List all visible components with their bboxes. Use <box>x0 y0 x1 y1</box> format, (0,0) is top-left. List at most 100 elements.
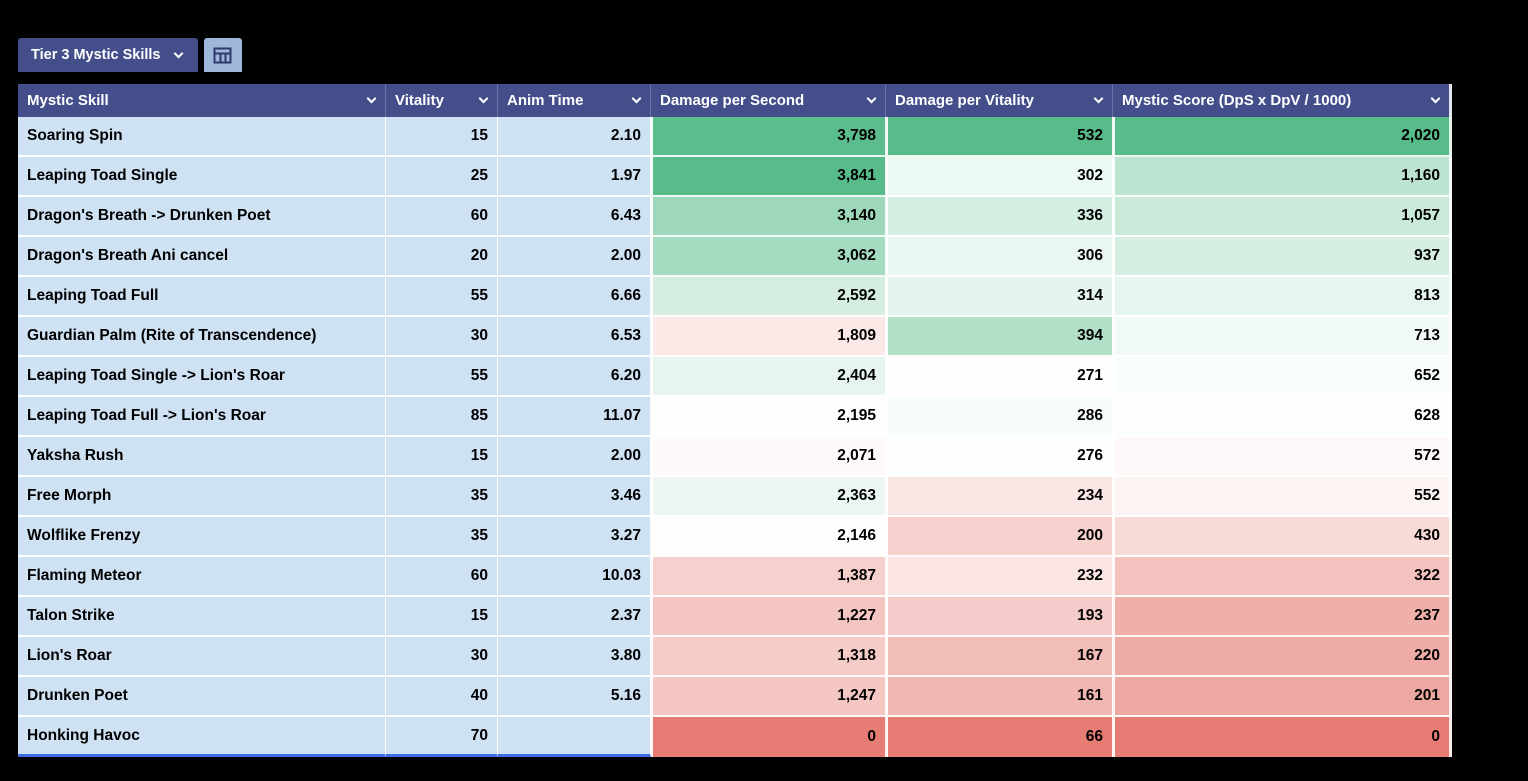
cell-mystic-skill[interactable]: Guardian Palm (Rite of Transcendence) <box>18 317 386 357</box>
cell-mystic-score-dps-x-dpv-1000[interactable]: 1,160 <box>1113 157 1452 197</box>
cell-damage-per-second[interactable]: 2,071 <box>651 437 886 477</box>
cell-mystic-skill[interactable]: Soaring Spin <box>18 117 386 157</box>
cell-mystic-skill[interactable]: Flaming Meteor <box>18 557 386 597</box>
cell-damage-per-second[interactable]: 2,592 <box>651 277 886 317</box>
cell-mystic-skill[interactable]: Free Morph <box>18 477 386 517</box>
cell-damage-per-second[interactable]: 2,195 <box>651 397 886 437</box>
cell-damage-per-second[interactable]: 1,318 <box>651 637 886 677</box>
cell-anim-time[interactable]: 2.37 <box>498 597 651 637</box>
cell-mystic-skill[interactable]: Honking Havoc <box>18 717 386 757</box>
cell-damage-per-vitality[interactable]: 66 <box>886 717 1113 757</box>
cell-mystic-score-dps-x-dpv-1000[interactable]: 713 <box>1113 317 1452 357</box>
cell-mystic-skill[interactable]: Leaping Toad Full -> Lion's Roar <box>18 397 386 437</box>
cell-vitality[interactable]: 15 <box>386 597 498 637</box>
cell-anim-time[interactable]: 10.03 <box>498 557 651 597</box>
cell-anim-time[interactable]: 2.10 <box>498 117 651 157</box>
cell-damage-per-second[interactable]: 1,227 <box>651 597 886 637</box>
cell-damage-per-second[interactable]: 2,404 <box>651 357 886 397</box>
cell-damage-per-second[interactable]: 2,146 <box>651 517 886 557</box>
table-grid-icon-button[interactable] <box>203 38 242 72</box>
cell-mystic-score-dps-x-dpv-1000[interactable]: 2,020 <box>1113 117 1452 157</box>
cell-damage-per-second[interactable]: 3,140 <box>651 197 886 237</box>
cell-vitality[interactable]: 55 <box>386 277 498 317</box>
cell-damage-per-second[interactable]: 3,841 <box>651 157 886 197</box>
cell-vitality[interactable]: 55 <box>386 357 498 397</box>
cell-vitality[interactable]: 30 <box>386 637 498 677</box>
cell-mystic-score-dps-x-dpv-1000[interactable]: 430 <box>1113 517 1452 557</box>
cell-anim-time[interactable]: 2.00 <box>498 237 651 277</box>
cell-anim-time[interactable]: 3.46 <box>498 477 651 517</box>
cell-mystic-score-dps-x-dpv-1000[interactable]: 220 <box>1113 637 1452 677</box>
cell-anim-time[interactable]: 6.53 <box>498 317 651 357</box>
cell-damage-per-vitality[interactable]: 286 <box>886 397 1113 437</box>
column-header-vitality[interactable]: Vitality <box>386 84 498 117</box>
cell-damage-per-second[interactable]: 1,247 <box>651 677 886 717</box>
cell-damage-per-vitality[interactable]: 314 <box>886 277 1113 317</box>
cell-mystic-skill[interactable]: Lion's Roar <box>18 637 386 677</box>
column-header-damage-per-second[interactable]: Damage per Second <box>651 84 886 117</box>
cell-anim-time[interactable]: 6.20 <box>498 357 651 397</box>
sheet-tab-tier-3-mystic-skills[interactable]: Tier 3 Mystic Skills <box>18 38 198 72</box>
cell-damage-per-vitality[interactable]: 276 <box>886 437 1113 477</box>
cell-damage-per-vitality[interactable]: 167 <box>886 637 1113 677</box>
cell-mystic-skill[interactable]: Talon Strike <box>18 597 386 637</box>
cell-damage-per-second[interactable]: 1,387 <box>651 557 886 597</box>
cell-vitality[interactable]: 25 <box>386 157 498 197</box>
cell-damage-per-vitality[interactable]: 161 <box>886 677 1113 717</box>
cell-vitality[interactable]: 35 <box>386 517 498 557</box>
cell-mystic-skill[interactable]: Wolflike Frenzy <box>18 517 386 557</box>
cell-damage-per-vitality[interactable]: 271 <box>886 357 1113 397</box>
cell-vitality[interactable]: 15 <box>386 117 498 157</box>
cell-mystic-score-dps-x-dpv-1000[interactable]: 201 <box>1113 677 1452 717</box>
cell-damage-per-second[interactable]: 3,062 <box>651 237 886 277</box>
cell-damage-per-vitality[interactable]: 532 <box>886 117 1113 157</box>
cell-mystic-score-dps-x-dpv-1000[interactable]: 572 <box>1113 437 1452 477</box>
cell-damage-per-vitality[interactable]: 200 <box>886 517 1113 557</box>
cell-mystic-skill[interactable]: Dragon's Breath -> Drunken Poet <box>18 197 386 237</box>
column-header-anim-time[interactable]: Anim Time <box>498 84 651 117</box>
cell-vitality[interactable]: 60 <box>386 197 498 237</box>
cell-mystic-score-dps-x-dpv-1000[interactable]: 1,057 <box>1113 197 1452 237</box>
cell-vitality[interactable]: 85 <box>386 397 498 437</box>
cell-mystic-score-dps-x-dpv-1000[interactable]: 0 <box>1113 717 1452 757</box>
cell-vitality[interactable]: 15 <box>386 437 498 477</box>
column-header-mystic-score-dps-x-dpv-1000[interactable]: Mystic Score (DpS x DpV / 1000) <box>1113 84 1452 117</box>
cell-vitality[interactable]: 60 <box>386 557 498 597</box>
cell-damage-per-vitality[interactable]: 336 <box>886 197 1113 237</box>
cell-anim-time[interactable]: 6.66 <box>498 277 651 317</box>
cell-damage-per-vitality[interactable]: 193 <box>886 597 1113 637</box>
cell-mystic-score-dps-x-dpv-1000[interactable]: 628 <box>1113 397 1452 437</box>
cell-damage-per-vitality[interactable]: 302 <box>886 157 1113 197</box>
cell-mystic-score-dps-x-dpv-1000[interactable]: 552 <box>1113 477 1452 517</box>
cell-mystic-score-dps-x-dpv-1000[interactable]: 237 <box>1113 597 1452 637</box>
cell-vitality[interactable]: 35 <box>386 477 498 517</box>
cell-mystic-score-dps-x-dpv-1000[interactable]: 813 <box>1113 277 1452 317</box>
cell-anim-time[interactable]: 11.07 <box>498 397 651 437</box>
cell-damage-per-second[interactable]: 2,363 <box>651 477 886 517</box>
cell-damage-per-second[interactable]: 1,809 <box>651 317 886 357</box>
cell-mystic-skill[interactable]: Drunken Poet <box>18 677 386 717</box>
cell-damage-per-vitality[interactable]: 394 <box>886 317 1113 357</box>
cell-mystic-skill[interactable]: Dragon's Breath Ani cancel <box>18 237 386 277</box>
cell-damage-per-second[interactable]: 0 <box>651 717 886 757</box>
cell-damage-per-vitality[interactable]: 232 <box>886 557 1113 597</box>
cell-anim-time[interactable]: 1.97 <box>498 157 651 197</box>
cell-mystic-score-dps-x-dpv-1000[interactable]: 322 <box>1113 557 1452 597</box>
cell-anim-time[interactable]: 3.80 <box>498 637 651 677</box>
cell-mystic-skill[interactable]: Leaping Toad Single <box>18 157 386 197</box>
cell-vitality[interactable]: 70 <box>386 717 498 757</box>
cell-damage-per-vitality[interactable]: 234 <box>886 477 1113 517</box>
cell-mystic-skill[interactable]: Leaping Toad Single -> Lion's Roar <box>18 357 386 397</box>
cell-vitality[interactable]: 40 <box>386 677 498 717</box>
cell-anim-time[interactable]: 2.00 <box>498 437 651 477</box>
cell-mystic-score-dps-x-dpv-1000[interactable]: 937 <box>1113 237 1452 277</box>
cell-anim-time[interactable]: 5.16 <box>498 677 651 717</box>
cell-vitality[interactable]: 20 <box>386 237 498 277</box>
cell-damage-per-vitality[interactable]: 306 <box>886 237 1113 277</box>
cell-mystic-skill[interactable]: Yaksha Rush <box>18 437 386 477</box>
cell-mystic-skill[interactable]: Leaping Toad Full <box>18 277 386 317</box>
cell-damage-per-second[interactable]: 3,798 <box>651 117 886 157</box>
cell-anim-time[interactable] <box>498 717 651 757</box>
cell-anim-time[interactable]: 3.27 <box>498 517 651 557</box>
cell-mystic-score-dps-x-dpv-1000[interactable]: 652 <box>1113 357 1452 397</box>
